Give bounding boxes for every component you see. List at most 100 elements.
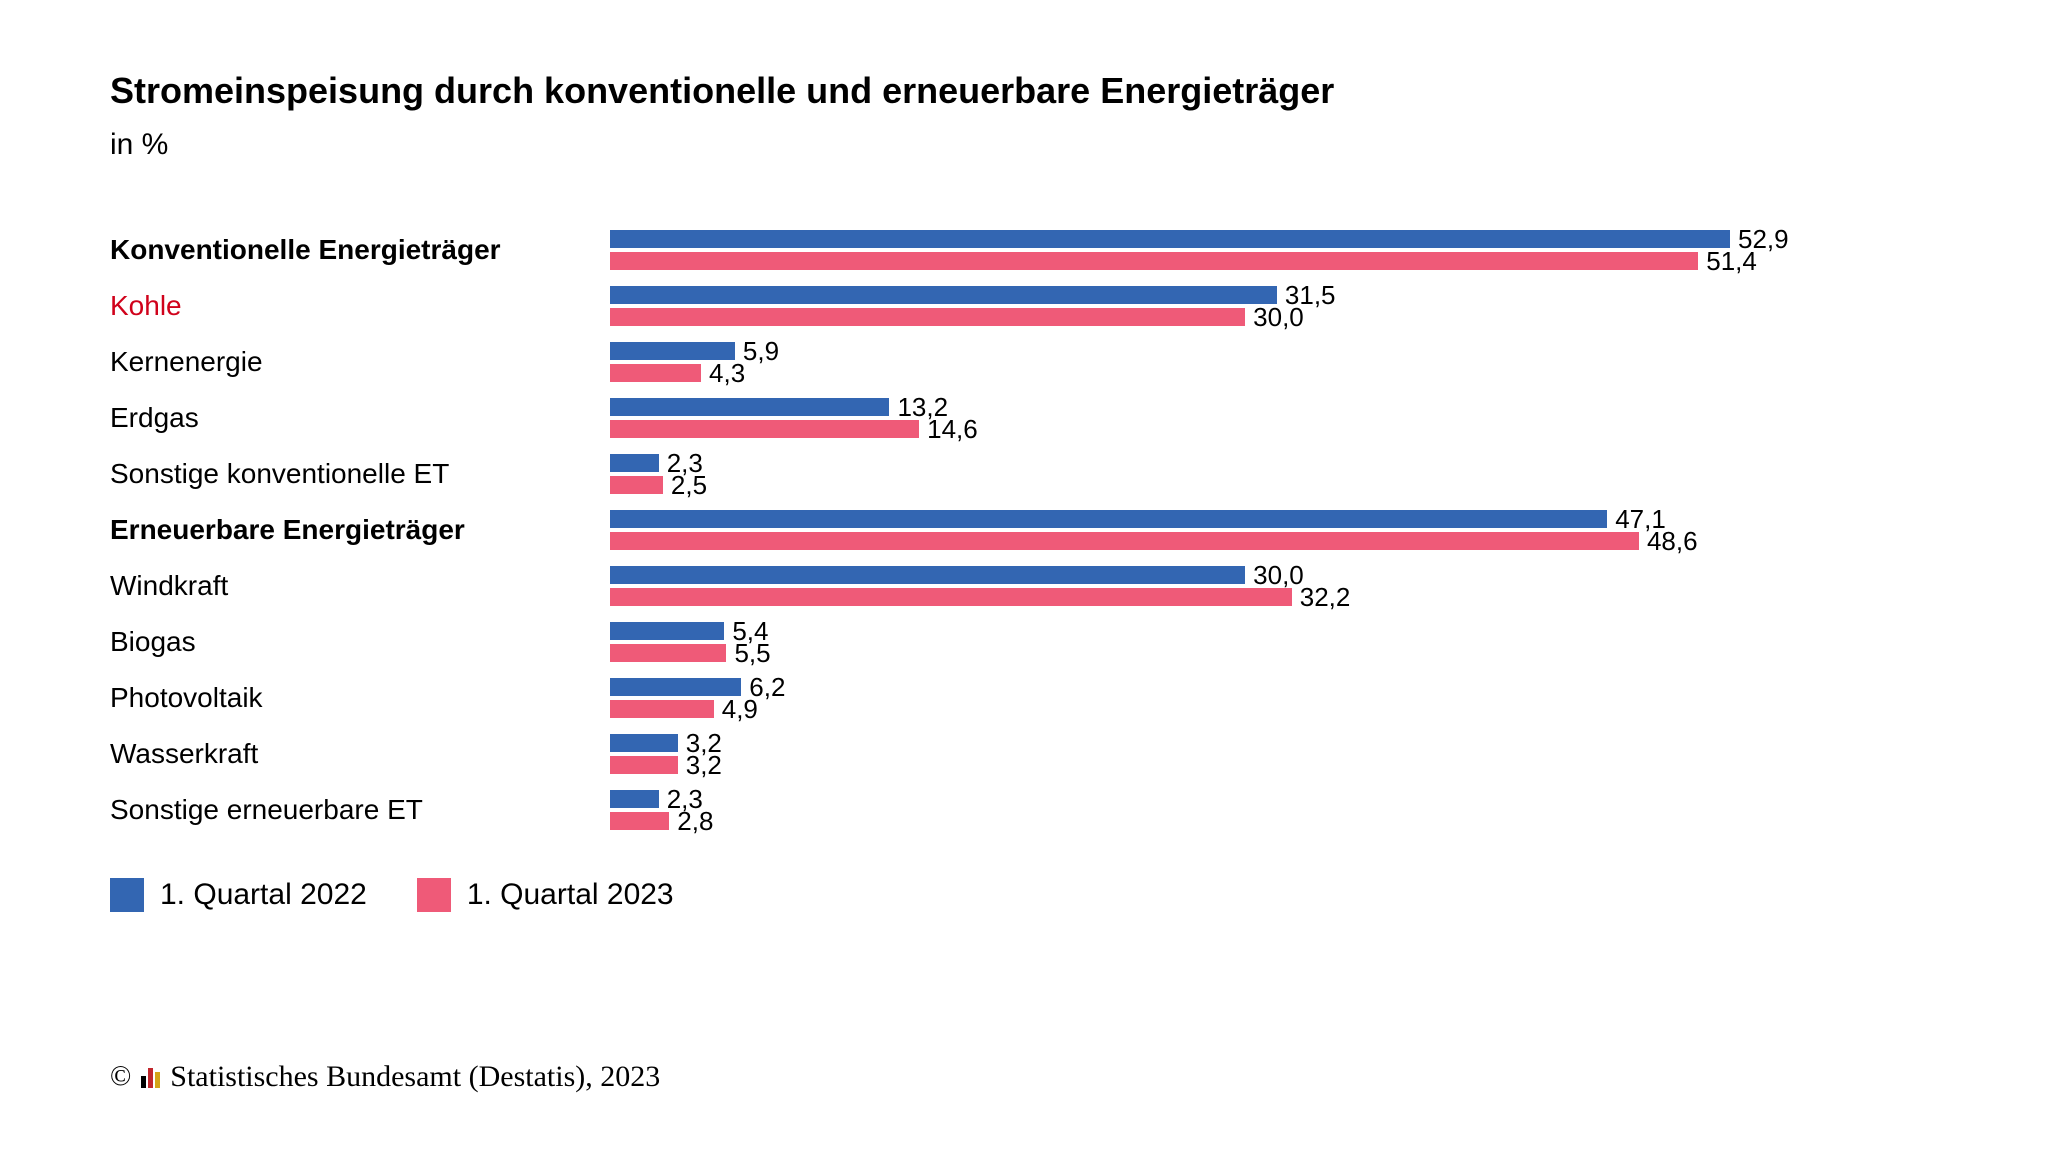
bar-a — [610, 566, 1245, 584]
bar-b — [610, 364, 701, 382]
copyright-symbol: © — [110, 1061, 131, 1093]
bar-line-a: 5,4 — [610, 622, 1948, 640]
bar-value-b: 2,8 — [677, 808, 713, 834]
bar-line-a: 5,9 — [610, 342, 1948, 360]
bar-line-a: 2,3 — [610, 454, 1948, 472]
legend-label-b: 1. Quartal 2023 — [467, 878, 674, 912]
row-bars: 13,2 14,6 — [610, 398, 1948, 438]
bar-line-b: 32,2 — [610, 588, 1948, 606]
row-label: Sonstige konventionelle ET — [110, 460, 610, 488]
chart-row: Biogas5,45,5 — [110, 614, 1948, 670]
bar-line-a: 13,2 — [610, 398, 1948, 416]
bar-line-b: 4,9 — [610, 700, 1948, 718]
row-bars: 6,24,9 — [610, 678, 1948, 718]
legend-swatch-b — [417, 878, 451, 912]
bar-line-b: 3,2 — [610, 756, 1948, 774]
row-bars: 5,94,3 — [610, 342, 1948, 382]
chart-row: Sonstige erneuerbare ET2,32,8 — [110, 782, 1948, 838]
chart-row: Sonstige konventionelle ET2,32,5 — [110, 446, 1948, 502]
row-bars: 52,951,4 — [610, 230, 1948, 270]
bar-value-b: 5,5 — [734, 640, 770, 666]
chart-row: Kohle31,530,0 — [110, 278, 1948, 334]
bar-value-b: 3,2 — [686, 752, 722, 778]
legend-swatch-a — [110, 878, 144, 912]
bar-line-b: 51,4 — [610, 252, 1948, 270]
legend-item-a: 1. Quartal 2022 — [110, 878, 367, 912]
row-label: Konventionelle Energieträger — [110, 236, 610, 264]
bar-b — [610, 476, 663, 494]
bar-b — [610, 756, 678, 774]
bar-a — [610, 790, 659, 808]
bar-value-a: 5,9 — [743, 338, 779, 364]
legend: 1. Quartal 2022 1. Quartal 2023 — [110, 878, 1948, 912]
row-bars: 47,1 48,6 — [610, 510, 1948, 550]
chart-subtitle: in % — [110, 128, 1948, 162]
bar-b — [610, 644, 726, 662]
chart-row: Wasserkraft3,23,2 — [110, 726, 1948, 782]
bar-value-b: 30,0 — [1253, 304, 1304, 330]
row-bars: 2,32,8 — [610, 790, 1948, 830]
bar-line-b: 14,6 — [610, 420, 1948, 438]
row-bars: 5,45,5 — [610, 622, 1948, 662]
chart-title: Stromeinspeisung durch konventionelle un… — [110, 70, 1948, 112]
chart-rows: Konventionelle Energieträger52,951,4Kohl… — [110, 222, 1948, 838]
chart-container: Stromeinspeisung durch konventionelle un… — [0, 0, 2048, 912]
row-label: Sonstige erneuerbare ET — [110, 796, 610, 824]
bar-line-b: 30,0 — [610, 308, 1948, 326]
bar-value-a: 30,0 — [1253, 562, 1304, 588]
bar-value-b: 51,4 — [1706, 248, 1757, 274]
chart-row: Kernenergie5,94,3 — [110, 334, 1948, 390]
row-label: Erdgas — [110, 404, 610, 432]
bar-value-b: 4,9 — [722, 696, 758, 722]
legend-item-b: 1. Quartal 2023 — [417, 878, 674, 912]
bar-b — [610, 812, 669, 830]
bar-value-b: 4,3 — [709, 360, 745, 386]
bar-a — [610, 398, 889, 416]
bar-line-b: 5,5 — [610, 644, 1948, 662]
bar-line-a: 6,2 — [610, 678, 1948, 696]
chart-row: Photovoltaik6,24,9 — [110, 670, 1948, 726]
row-bars: 2,32,5 — [610, 454, 1948, 494]
bar-line-b: 48,6 — [610, 532, 1948, 550]
row-bars: 31,530,0 — [610, 286, 1948, 326]
bar-b — [610, 308, 1245, 326]
row-label: Erneuerbare Energieträger — [110, 516, 610, 544]
destatis-logo-icon — [141, 1066, 160, 1088]
bar-a — [610, 510, 1607, 528]
row-bars: 30,0 32,2 — [610, 566, 1948, 606]
row-label: Wasserkraft — [110, 740, 610, 768]
bar-b — [610, 588, 1292, 606]
bar-line-b: 4,3 — [610, 364, 1948, 382]
chart-row: Konventionelle Energieträger52,951,4 — [110, 222, 1948, 278]
bar-value-b: 2,5 — [671, 472, 707, 498]
bar-a — [610, 230, 1730, 248]
bar-line-a: 47,1 — [610, 510, 1948, 528]
bar-a — [610, 734, 678, 752]
bar-a — [610, 622, 724, 640]
chart-row: Erneuerbare Energieträger47,148,6 — [110, 502, 1948, 558]
bar-value-b: 48,6 — [1647, 528, 1698, 554]
bar-value-b: 14,6 — [927, 416, 978, 442]
row-bars: 3,23,2 — [610, 734, 1948, 774]
source-line: © Statistisches Bundesamt (Destatis), 20… — [110, 1060, 660, 1094]
row-label: Photovoltaik — [110, 684, 610, 712]
bar-line-b: 2,5 — [610, 476, 1948, 494]
row-label: Windkraft — [110, 572, 610, 600]
bar-line-a: 3,2 — [610, 734, 1948, 752]
bar-b — [610, 700, 714, 718]
bar-a — [610, 454, 659, 472]
chart-row: Erdgas13,214,6 — [110, 390, 1948, 446]
bar-line-a: 30,0 — [610, 566, 1948, 584]
bar-b — [610, 532, 1639, 550]
bar-line-b: 2,8 — [610, 812, 1948, 830]
bar-b — [610, 420, 919, 438]
legend-label-a: 1. Quartal 2022 — [160, 878, 367, 912]
source-text: Statistisches Bundesamt (Destatis), 2023 — [170, 1060, 660, 1094]
row-label: Kohle — [110, 292, 610, 320]
chart-row: Windkraft30,032,2 — [110, 558, 1948, 614]
bar-line-a: 2,3 — [610, 790, 1948, 808]
row-label: Kernenergie — [110, 348, 610, 376]
bar-a — [610, 286, 1277, 304]
bar-b — [610, 252, 1698, 270]
row-label: Biogas — [110, 628, 610, 656]
